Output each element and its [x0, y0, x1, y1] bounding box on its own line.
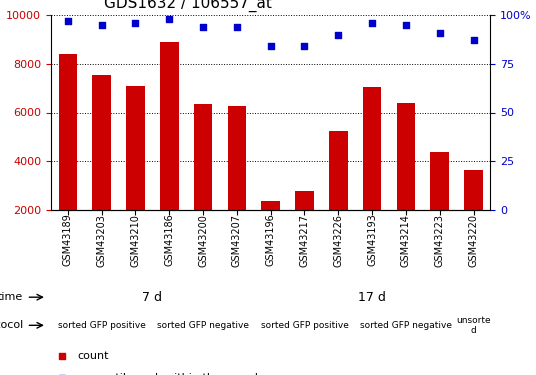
- Bar: [194, 104, 212, 259]
- Text: GSM43203: GSM43203: [96, 214, 107, 267]
- Text: protocol: protocol: [0, 320, 23, 330]
- Text: GSM43189: GSM43189: [63, 214, 73, 266]
- Text: sorted GFP negative: sorted GFP negative: [157, 321, 249, 330]
- Bar: [329, 131, 347, 259]
- Bar: [92, 75, 111, 259]
- Point: [401, 22, 410, 28]
- Point: [469, 38, 478, 44]
- Text: GSM43186: GSM43186: [164, 214, 174, 266]
- Bar: [363, 87, 382, 259]
- Text: GSM43220: GSM43220: [468, 214, 479, 267]
- Point: [58, 353, 66, 359]
- Text: sorted GFP negative: sorted GFP negative: [360, 321, 452, 330]
- Bar: [430, 152, 449, 259]
- Text: sorted GFP positive: sorted GFP positive: [58, 321, 146, 330]
- Point: [199, 24, 207, 30]
- Text: GSM43226: GSM43226: [333, 214, 343, 267]
- Bar: [464, 170, 483, 259]
- Point: [435, 30, 444, 36]
- Point: [233, 24, 241, 30]
- Point: [165, 16, 174, 22]
- Bar: [295, 190, 314, 259]
- Text: 17 d: 17 d: [358, 291, 386, 304]
- Point: [368, 20, 376, 26]
- Bar: [160, 42, 178, 259]
- Bar: [126, 86, 145, 259]
- Text: GSM43223: GSM43223: [435, 214, 445, 267]
- Text: GSM43196: GSM43196: [266, 214, 276, 266]
- Text: GSM43207: GSM43207: [232, 214, 242, 267]
- Point: [266, 43, 275, 49]
- Bar: [58, 54, 77, 259]
- Text: GDS1632 / 106557_at: GDS1632 / 106557_at: [103, 0, 272, 12]
- Point: [300, 43, 309, 49]
- Text: GSM43210: GSM43210: [130, 214, 140, 267]
- Text: unsorte
d: unsorte d: [456, 316, 491, 335]
- Text: time: time: [0, 292, 23, 302]
- Bar: [228, 106, 246, 259]
- Text: GSM43193: GSM43193: [367, 214, 377, 266]
- Text: 7 d: 7 d: [143, 291, 162, 304]
- Point: [131, 20, 140, 26]
- Text: percentile rank within the sample: percentile rank within the sample: [77, 373, 265, 375]
- Text: GSM43214: GSM43214: [401, 214, 411, 267]
- Point: [334, 32, 343, 38]
- Text: count: count: [77, 351, 109, 361]
- Text: GSM43217: GSM43217: [300, 214, 309, 267]
- Bar: [397, 103, 415, 259]
- Bar: [262, 201, 280, 259]
- Point: [98, 22, 106, 28]
- Point: [64, 18, 72, 24]
- Text: GSM43200: GSM43200: [198, 214, 208, 267]
- Text: sorted GFP positive: sorted GFP positive: [260, 321, 348, 330]
